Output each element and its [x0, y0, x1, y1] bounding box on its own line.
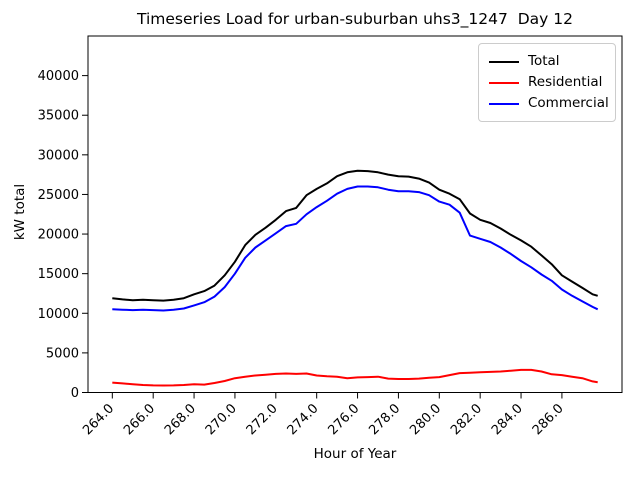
legend: Total Residential Commercial	[478, 43, 616, 122]
x-tick-label: 270.0	[203, 401, 240, 438]
legend-label: Residential	[528, 74, 603, 90]
x-tick-label: 272.0	[244, 401, 281, 438]
legend-line-swatch	[489, 102, 519, 105]
x-tick-label: 266.0	[121, 401, 158, 438]
legend-item-residential: Residential	[489, 72, 615, 93]
chart-title: Timeseries Load for urban-suburban uhs3_…	[137, 10, 573, 28]
x-tick-label: 268.0	[162, 401, 199, 438]
y-axis-label: kW total	[12, 183, 28, 241]
x-tick-label: 282.0	[448, 401, 485, 438]
y-tick-label: 5000	[46, 346, 79, 361]
x-tick-label: 276.0	[325, 401, 362, 438]
y-tick-label: 10000	[38, 307, 79, 322]
legend-line-swatch	[489, 60, 519, 63]
y-tick-label: 25000	[38, 188, 79, 203]
series-line-commercial	[112, 185, 599, 312]
legend-line-swatch	[489, 81, 519, 84]
legend-label: Commercial	[528, 95, 609, 111]
x-axis-label: Hour of Year	[313, 446, 397, 462]
y-tick-label: 15000	[38, 267, 79, 282]
x-tick-label: 280.0	[407, 401, 444, 438]
y-tick-label: 20000	[38, 228, 79, 243]
legend-item-total: Total	[489, 51, 615, 72]
x-tick-label: 278.0	[366, 401, 403, 438]
y-tick-label: 0	[71, 386, 79, 401]
legend-label: Total	[528, 53, 560, 69]
legend-item-commercial: Commercial	[489, 93, 615, 114]
y-tick-label: 35000	[38, 109, 79, 124]
y-tick-label: 30000	[38, 148, 79, 163]
series-line-total	[112, 169, 598, 302]
x-tick-label: 284.0	[489, 401, 526, 438]
y-tick-label: 40000	[38, 69, 79, 84]
x-tick-label: 264.0	[80, 401, 117, 438]
x-tick-label: 286.0	[530, 401, 567, 438]
x-tick-label: 274.0	[285, 401, 322, 438]
series-line-residential	[112, 368, 598, 387]
